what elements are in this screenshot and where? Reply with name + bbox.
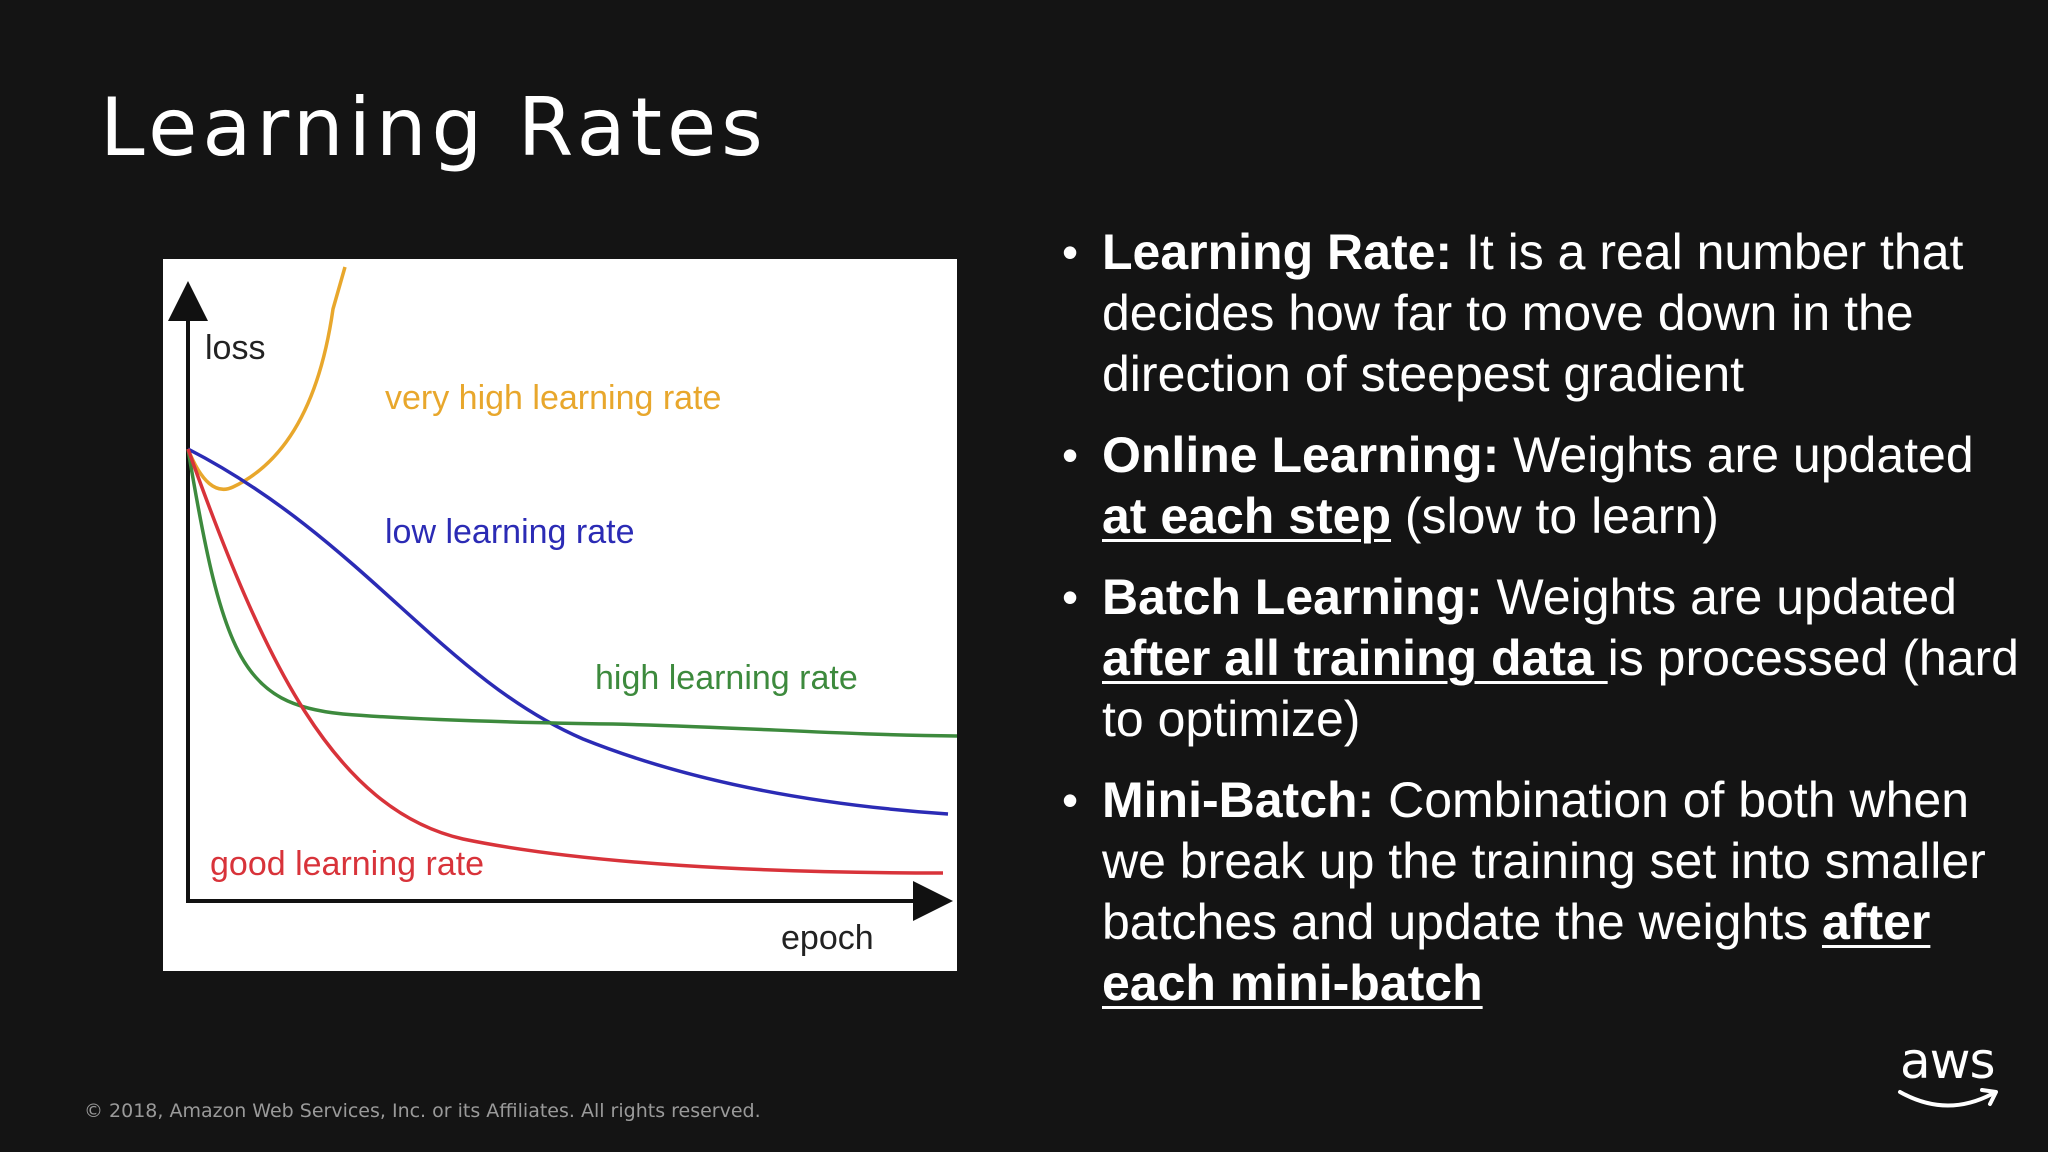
bullet-emphasis: at each step: [1102, 488, 1392, 544]
aws-logo: aws: [1896, 1032, 2016, 1120]
bullet-batch-learning: Batch Learning: Weights are updated afte…: [1062, 567, 2022, 750]
curve-label-good: good learning rate: [210, 845, 484, 883]
curve-label-low: low learning rate: [385, 513, 634, 551]
bullet-emphasis: after all training data: [1102, 630, 1608, 686]
bullet-term: Batch Learning:: [1102, 569, 1483, 625]
bullet-learning-rate: Learning Rate: It is a real number that …: [1062, 222, 2022, 405]
bullet-text: Weights are updated: [1482, 569, 1957, 625]
bullet-online-learning: Online Learning: Weights are updated at …: [1062, 425, 2022, 547]
aws-smile-icon: [1898, 1088, 1998, 1108]
bullet-mini-batch: Mini-Batch: Combination of both when we …: [1062, 770, 2022, 1014]
bullet-text: It is a real number that decides how far…: [1102, 224, 1964, 402]
bullet-emphasis: after each mini-batch: [1102, 894, 1931, 1011]
learning-rate-figure: loss epoch very high learning rate low l…: [163, 259, 957, 971]
y-axis-label: loss: [205, 329, 265, 367]
bullet-text: Weights are updated: [1499, 427, 1974, 483]
bullet-term: Online Learning:: [1102, 427, 1500, 483]
slide-title: Learning Rates: [100, 81, 768, 174]
copyright-footer: © 2018, Amazon Web Services, Inc. or its…: [84, 1100, 761, 1122]
curve-low: [187, 447, 949, 816]
x-axis-label: epoch: [781, 919, 874, 957]
learning-rate-diagram: loss epoch very high learning rate low l…: [168, 266, 957, 957]
curve-label-very-high: very high learning rate: [385, 379, 721, 417]
bullet-term: Mini-Batch:: [1102, 772, 1375, 828]
bullet-term: Learning Rate:: [1102, 224, 1453, 280]
curve-label-high: high learning rate: [595, 659, 858, 697]
bullet-text-after: (slow to learn): [1391, 488, 1719, 544]
bullet-text: Combination of both when we break up the…: [1102, 772, 1986, 950]
curve-high: [186, 448, 957, 738]
aws-logo-text: aws: [1900, 1032, 1996, 1090]
curve-very-high: [186, 266, 347, 492]
bullet-list: Learning Rate: It is a real number that …: [1062, 222, 2022, 1034]
bullet-text-after: is processed (hard to optimize): [1102, 630, 2019, 747]
curve-good: [186, 448, 944, 875]
